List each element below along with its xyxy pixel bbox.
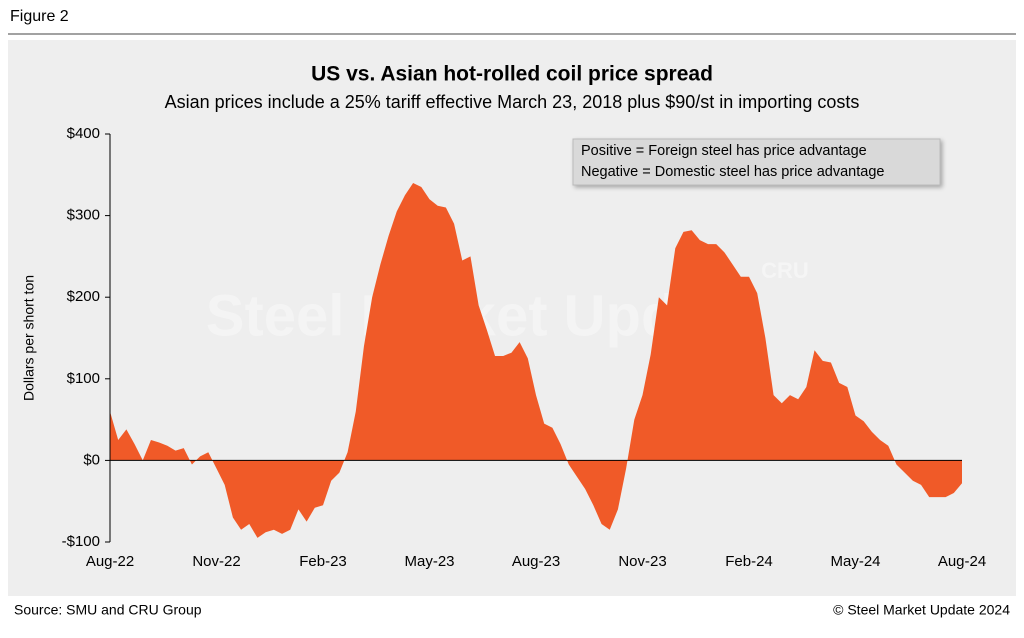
- x-tick-label: May-23: [404, 553, 454, 570]
- annotation: Positive = Foreign steel has price advan…: [581, 143, 867, 159]
- x-tick-label: Nov-23: [618, 553, 666, 570]
- x-tick-label: May-24: [830, 553, 880, 570]
- source: Source: SMU and CRU Group: [14, 602, 202, 618]
- watermark-logo: CRU: [761, 258, 809, 283]
- annotation: Negative = Domestic steel has price adva…: [581, 164, 884, 180]
- panel: [8, 40, 1016, 596]
- x-tick-label: Nov-22: [192, 553, 240, 570]
- y-tick-label: $400: [67, 125, 100, 142]
- y-tick-label: $100: [67, 370, 100, 387]
- y-tick-label: $200: [67, 288, 100, 305]
- x-tick-label: Aug-22: [86, 553, 134, 570]
- figure-label: Figure 2: [10, 8, 69, 25]
- y-tick-label: -$100: [62, 533, 100, 550]
- x-tick-label: Feb-23: [299, 553, 347, 570]
- x-tick-label: Feb-24: [725, 553, 773, 570]
- x-tick-label: Aug-23: [512, 553, 560, 570]
- y-tick-label: $0: [83, 451, 100, 468]
- y-tick-label: $300: [67, 207, 100, 224]
- legend-box: [572, 138, 941, 186]
- x-tick-label: Aug-24: [938, 553, 986, 570]
- plot: -$100 $0 $100 $200 $300 $400 Aug-22 Nov-22 Feb-2…: [62, 125, 987, 570]
- chart-title: US vs. Asian hot-rolled coil price sprea…: [311, 63, 713, 86]
- chart-subtitle: Asian prices include a 25% tariff effect…: [165, 92, 860, 112]
- area: [110, 182, 962, 538]
- copyright: © Steel Market Update 2024: [833, 602, 1010, 618]
- y-axis-label: Dollars per short ton: [21, 275, 37, 401]
